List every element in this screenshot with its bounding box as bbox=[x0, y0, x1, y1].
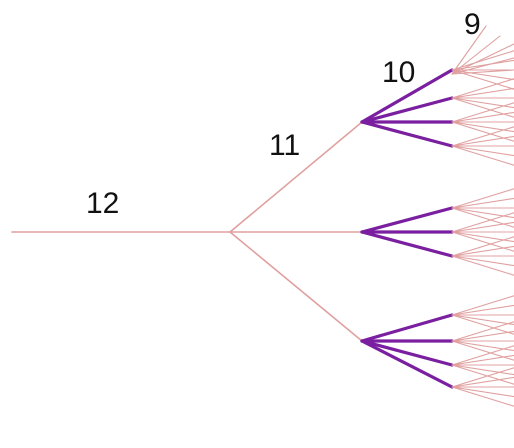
branch-level-9 bbox=[451, 345, 514, 366]
branch-level-9 bbox=[451, 197, 514, 209]
branch-level-9 bbox=[451, 212, 514, 233]
branch-level-9 bbox=[451, 386, 514, 398]
level-label-9: 9 bbox=[464, 8, 481, 41]
branch-level-9 bbox=[451, 330, 514, 342]
branch-level-11 bbox=[229, 231, 363, 342]
branch-level-11 bbox=[229, 121, 363, 233]
branch-level-9 bbox=[451, 295, 514, 316]
branch-level-10 bbox=[360, 68, 454, 124]
branch-level-9 bbox=[451, 43, 514, 75]
branch-level-9 bbox=[451, 364, 514, 385]
branch-level-9 bbox=[451, 111, 514, 123]
branch-level-10 bbox=[360, 339, 454, 367]
branch-level-9 bbox=[451, 78, 514, 99]
branch-level-9 bbox=[451, 364, 514, 376]
branch-level-9 bbox=[451, 102, 514, 123]
branch-level-10 bbox=[360, 339, 454, 389]
branch-level-9 bbox=[451, 354, 514, 366]
branch-level-9 bbox=[451, 59, 514, 71]
branch-level-9 bbox=[451, 145, 514, 166]
branch-level-9 bbox=[451, 221, 514, 233]
branch-level-10 bbox=[360, 120, 454, 148]
branch-level-9 bbox=[451, 87, 514, 99]
level-label-11: 11 bbox=[269, 129, 301, 162]
branch-level-9 bbox=[451, 367, 514, 388]
branch-level-9 bbox=[451, 236, 514, 257]
branch-level-9 bbox=[451, 69, 514, 75]
branch-level-10 bbox=[360, 230, 454, 258]
branch-level-9 bbox=[451, 25, 487, 75]
branch-level-9 bbox=[451, 255, 514, 267]
branch-level-9 bbox=[451, 304, 514, 316]
branch-level-9 bbox=[451, 245, 514, 257]
branch-level-9 bbox=[451, 50, 514, 71]
branch-level-9 bbox=[451, 57, 514, 75]
branch-level-9 bbox=[451, 314, 514, 335]
branch-level-9 bbox=[451, 321, 514, 342]
level-label-10: 10 bbox=[382, 56, 416, 89]
branch-level-10 bbox=[360, 313, 454, 343]
branch-level-9 bbox=[451, 145, 514, 157]
branch-level-9 bbox=[451, 135, 514, 147]
branch-level-9 bbox=[451, 255, 514, 276]
branch-level-9 bbox=[451, 314, 514, 326]
branch-level-10 bbox=[360, 96, 454, 124]
branch-level-9 bbox=[451, 376, 514, 388]
level-label-12: 12 bbox=[86, 187, 120, 220]
branch-level-9 bbox=[451, 386, 514, 407]
branch-level-10 bbox=[360, 206, 454, 234]
branch-level-9 bbox=[451, 35, 501, 75]
branch-level-9 bbox=[451, 188, 514, 209]
branch-level-9 bbox=[451, 126, 514, 147]
